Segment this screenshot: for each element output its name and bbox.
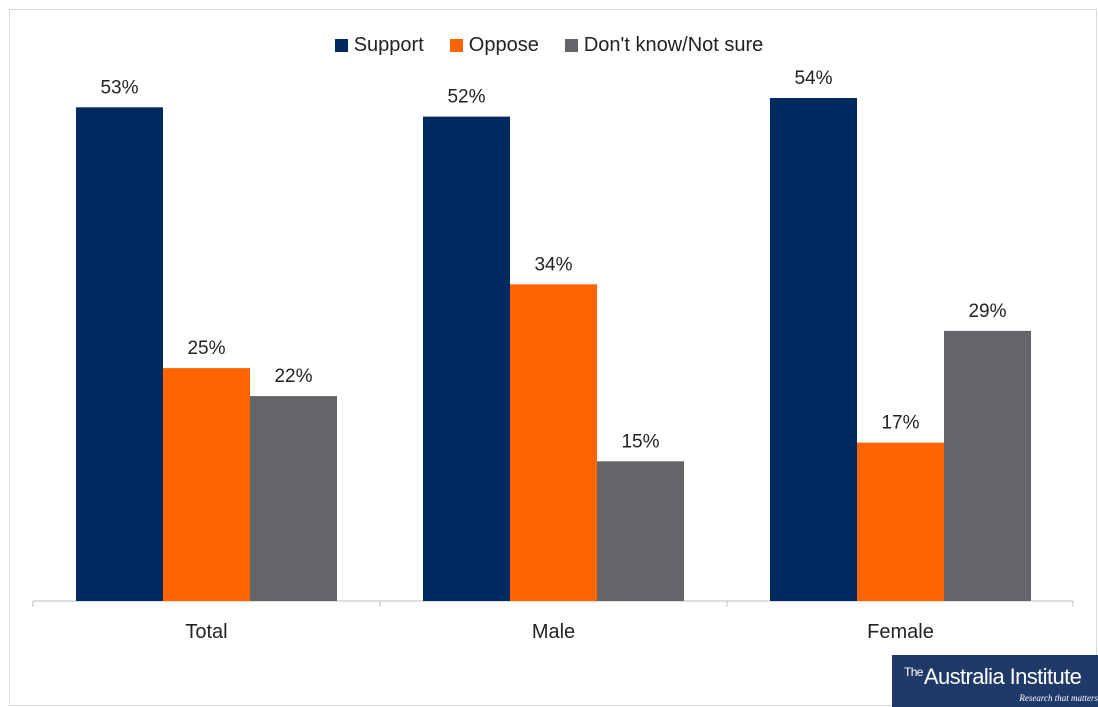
logo-tagline: Research that matters xyxy=(1019,693,1098,703)
category-label-male: Male xyxy=(532,621,575,643)
data-label: 29% xyxy=(968,301,1006,322)
bar-female-oppose xyxy=(857,442,944,601)
data-label: 25% xyxy=(187,338,225,359)
data-label: 53% xyxy=(100,77,138,98)
legend-item-support: Support xyxy=(334,34,424,57)
data-label: 15% xyxy=(621,431,659,452)
bar-total-support xyxy=(76,107,163,601)
chart-frame xyxy=(9,9,1097,706)
legend-swatch-support xyxy=(334,39,348,52)
legend-label-support: Support xyxy=(353,34,424,56)
category-label-total: Total xyxy=(185,621,227,643)
chart-legend: Support Oppose Don't know/Not sure xyxy=(0,34,1098,57)
bar-male-support xyxy=(423,116,510,601)
legend-item-dont-know: Don't know/Not sure xyxy=(564,34,764,57)
bar-male-dont-know xyxy=(597,461,684,601)
data-label: 17% xyxy=(881,413,919,434)
australia-institute-logo: TheAustralia Institute Research that mat… xyxy=(892,655,1098,707)
legend-swatch-dont-know xyxy=(564,39,578,52)
bar-female-support xyxy=(770,98,857,601)
bar-male-oppose xyxy=(510,284,597,601)
bar-female-dont-know xyxy=(944,330,1031,601)
legend-swatch-oppose xyxy=(449,39,463,52)
data-label: 52% xyxy=(447,87,485,108)
bar-total-oppose xyxy=(163,368,250,601)
legend-label-oppose: Oppose xyxy=(468,34,539,56)
data-label: 22% xyxy=(274,366,312,387)
category-label-female: Female xyxy=(867,621,934,643)
bar-total-dont-know xyxy=(250,396,337,601)
legend-label-dont-know: Don't know/Not sure xyxy=(583,34,764,56)
legend-item-oppose: Oppose xyxy=(449,34,539,57)
data-label: 54% xyxy=(794,68,832,89)
data-label: 34% xyxy=(534,254,572,275)
logo-wordmark: TheAustralia Institute xyxy=(904,664,1082,689)
